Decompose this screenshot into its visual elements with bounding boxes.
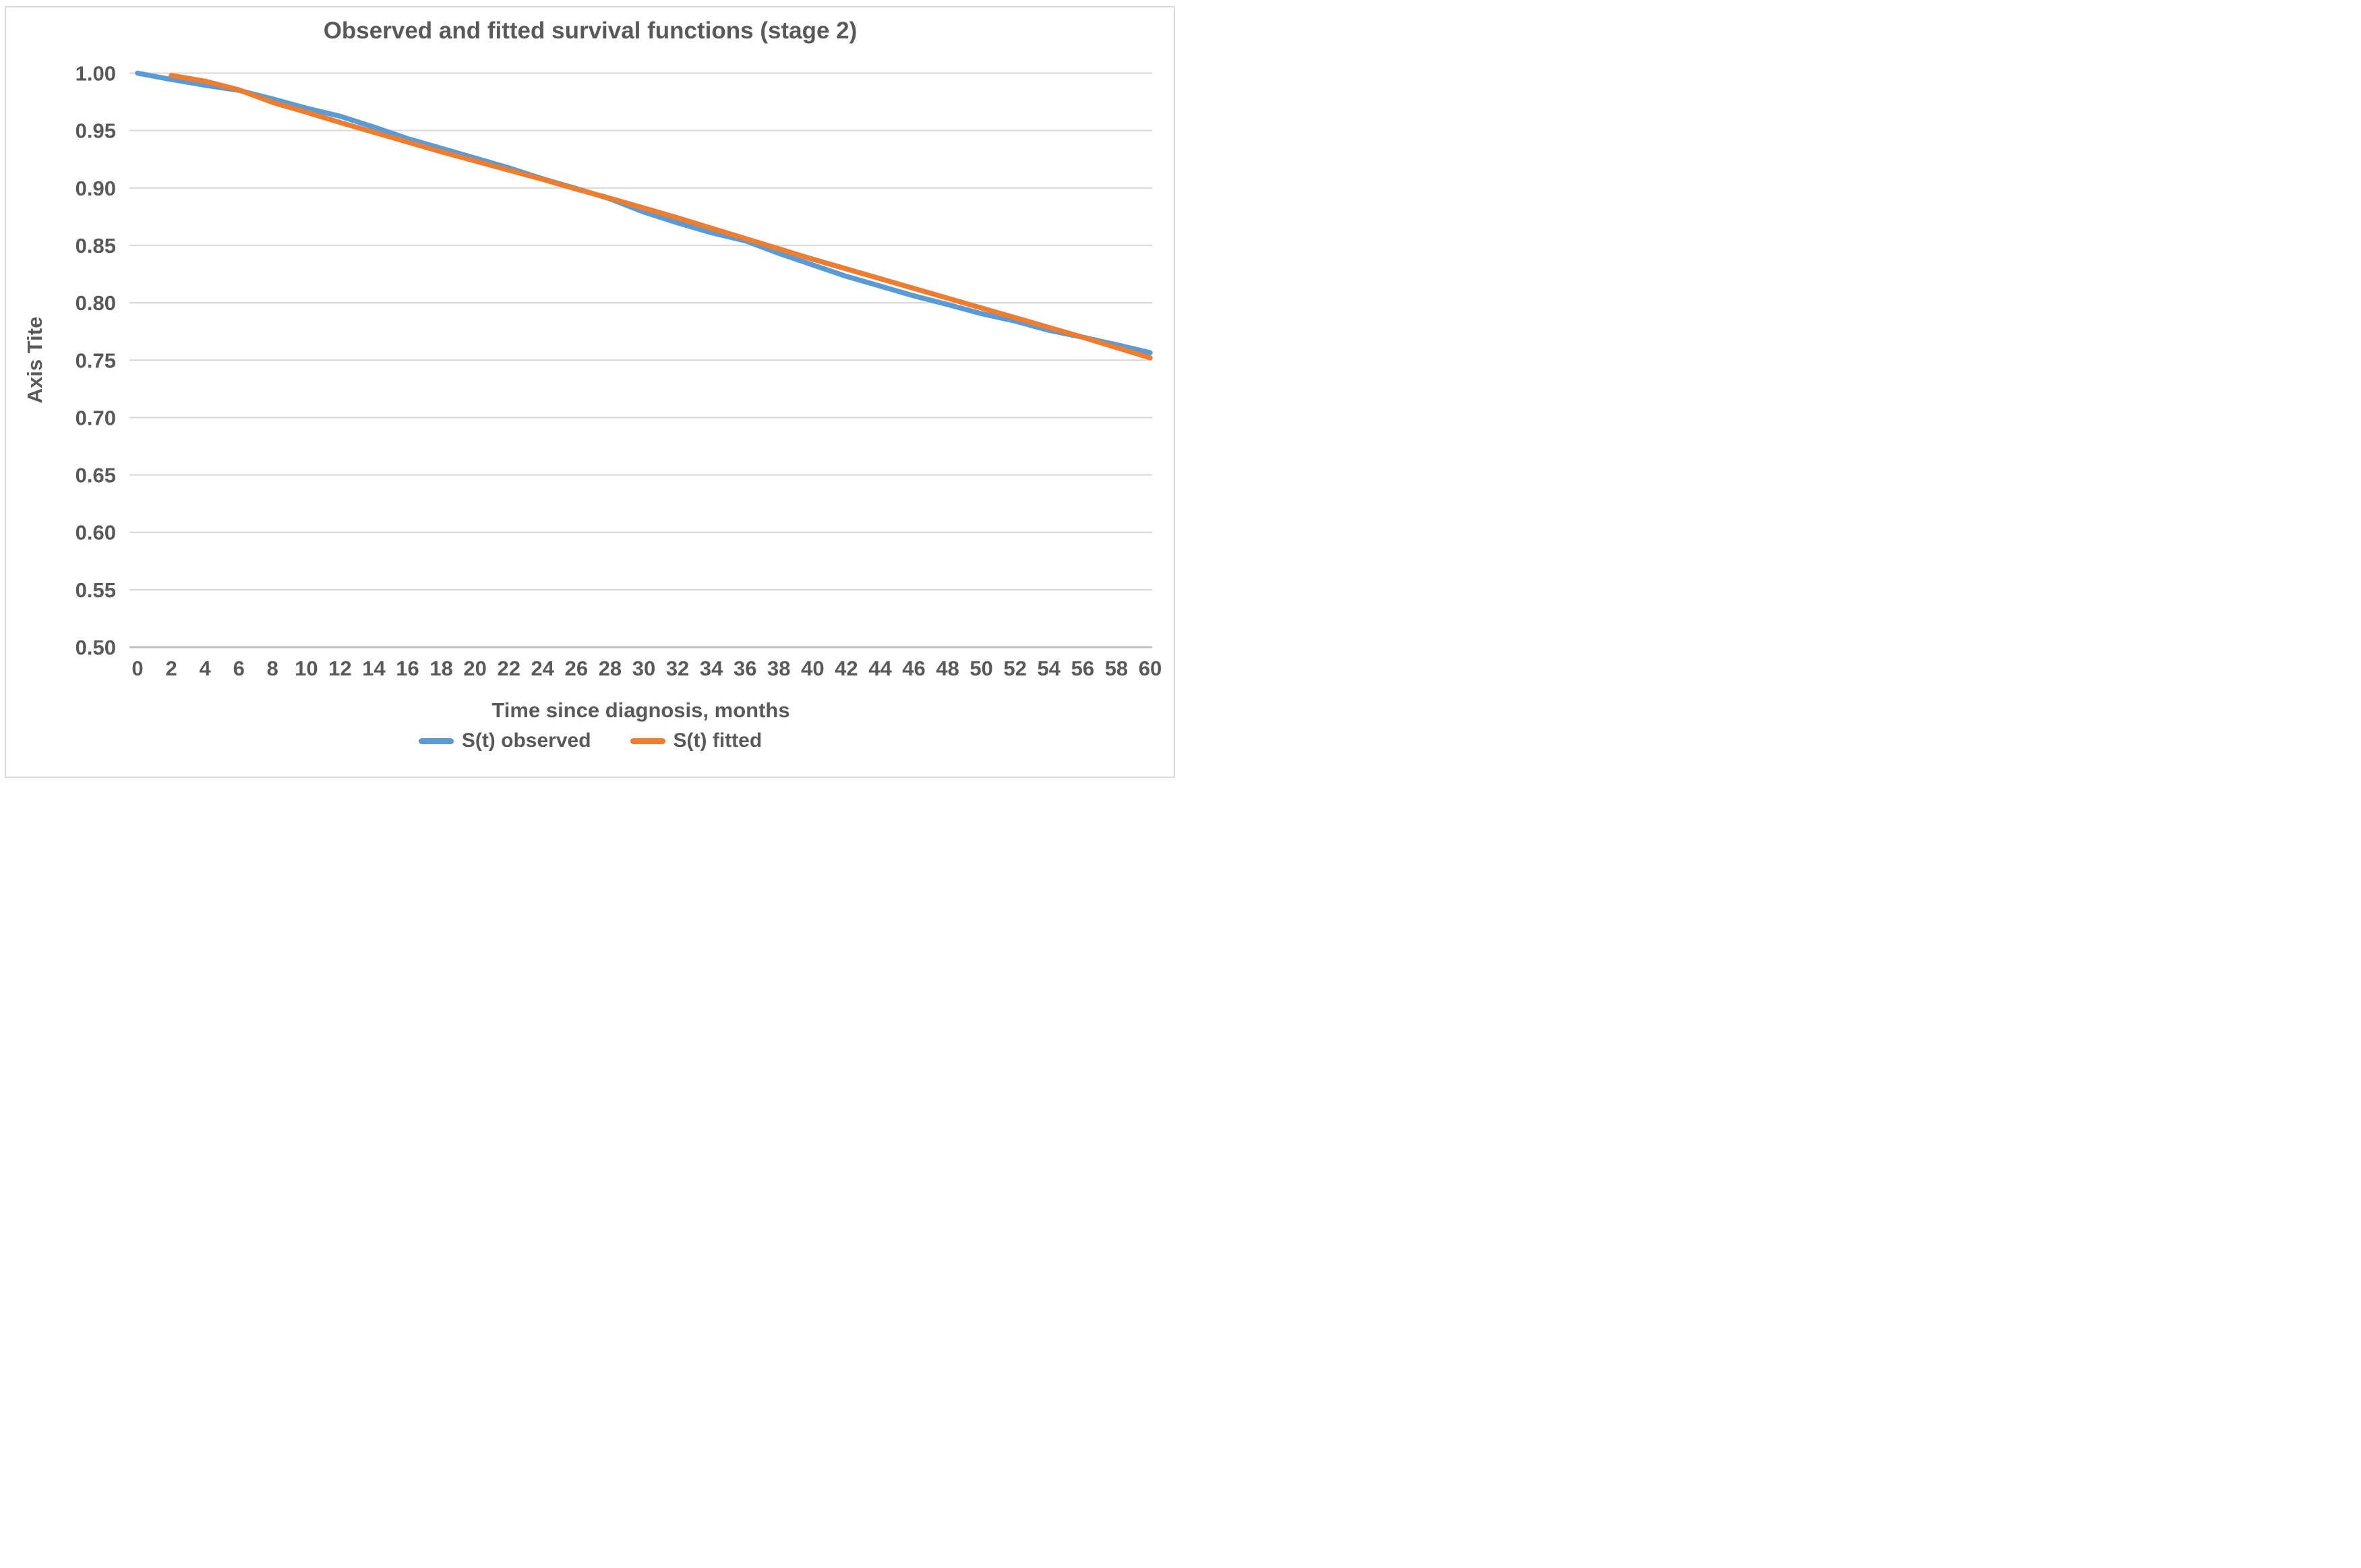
x-tick-label: 14 xyxy=(362,657,386,680)
x-tick-label: 12 xyxy=(328,657,351,680)
x-tick-label: 32 xyxy=(666,657,689,680)
y-tick-label: 0.75 xyxy=(76,349,116,372)
x-tick-label: 58 xyxy=(1105,657,1128,680)
x-tick-label: 2 xyxy=(165,657,177,680)
y-tick-label: 1.00 xyxy=(76,62,116,86)
fitted-line xyxy=(169,73,1153,361)
y-tick-label: 0.95 xyxy=(76,119,116,143)
x-tick-label: 38 xyxy=(767,657,790,680)
y-tick-label: 0.60 xyxy=(76,521,116,545)
y-tick-label: 0.65 xyxy=(76,464,116,487)
x-tick-label: 26 xyxy=(565,657,588,680)
x-tick-label: 54 xyxy=(1038,657,1061,680)
chart-border xyxy=(5,6,1175,778)
y-tick-label: 0.50 xyxy=(76,636,116,659)
y-tick-label: 0.80 xyxy=(76,291,116,315)
x-tick-label: 8 xyxy=(267,657,278,680)
x-tick-label: 28 xyxy=(599,657,622,680)
x-tick-label: 40 xyxy=(801,657,824,680)
x-tick-label: 48 xyxy=(936,657,959,680)
x-tick-label: 22 xyxy=(497,657,520,680)
x-tick-label: 6 xyxy=(233,657,245,680)
x-tick-label: 42 xyxy=(835,657,858,680)
fitted-line-swatch xyxy=(630,737,665,744)
y-tick-label: 0.85 xyxy=(76,234,116,258)
survival-plot: 1.00 0.95 0.90 0.85 0.80 0.75 0.70 0.65 0.60 0.55… xyxy=(76,62,1162,681)
legend-label-fitted: S(t) fitted xyxy=(673,729,763,752)
x-tick-label: 30 xyxy=(632,657,655,680)
x-tick-label: 0 xyxy=(131,657,143,680)
x-tick-label: 4 xyxy=(200,657,212,680)
x-tick-label: 24 xyxy=(531,657,555,680)
x-tick-label: 46 xyxy=(902,657,925,680)
x-tick-label: 52 xyxy=(1003,657,1026,680)
x-tick-label: 50 xyxy=(969,657,992,680)
x-tick-label: 18 xyxy=(429,657,452,680)
observed-line-swatch xyxy=(418,737,454,744)
x-tick-label: 34 xyxy=(700,657,723,680)
observed-line xyxy=(135,70,1153,355)
x-tick-label: 16 xyxy=(396,657,419,680)
chart-frame: Observed and fitted survival functions (… xyxy=(0,0,1180,784)
legend-label-observed: S(t) observed xyxy=(461,729,591,752)
legend-item-observed: S(t) observed xyxy=(418,729,591,752)
legend-item-fitted: S(t) fitted xyxy=(630,729,763,752)
x-tick-label: 44 xyxy=(868,657,892,680)
x-tick-label: 56 xyxy=(1071,657,1094,680)
x-axis-title: Time since diagnosis, months xyxy=(491,698,790,722)
chart-legend: S(t) observed S(t) fitted xyxy=(0,729,1180,752)
y-tick-label: 0.90 xyxy=(76,177,116,200)
x-tick-label: 36 xyxy=(734,657,756,680)
y-axis-title-text: Axis Tite xyxy=(23,316,47,404)
x-tick-label: 20 xyxy=(463,657,486,680)
x-tick-label: 10 xyxy=(295,657,318,680)
x-tick-label: 60 xyxy=(1139,657,1162,680)
chart-title: Observed and fitted survival functions (… xyxy=(323,18,858,44)
y-tick-label: 0.55 xyxy=(76,578,116,602)
y-tick-label: 0.70 xyxy=(76,406,116,429)
